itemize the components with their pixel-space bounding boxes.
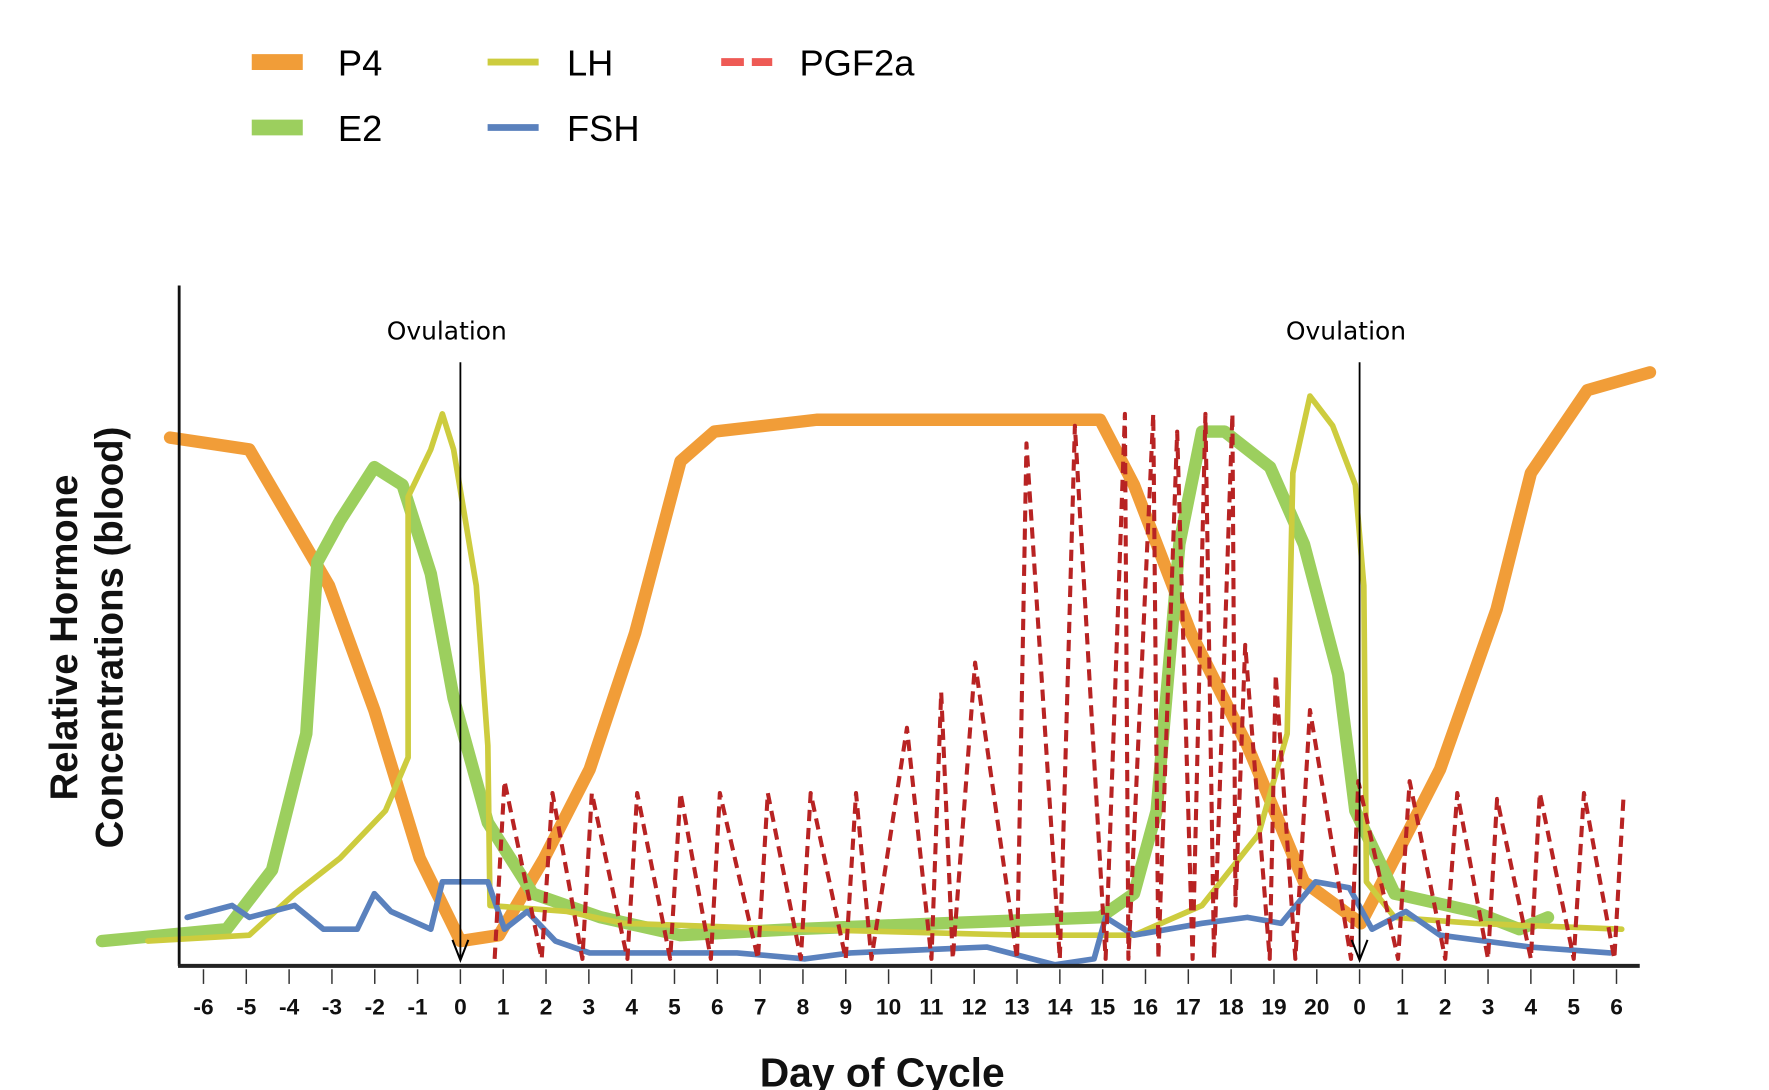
x-tick-label: 19 [1261,994,1286,1019]
x-tick-label: 3 [1482,994,1495,1019]
x-tick-label: 7 [754,994,767,1019]
series-line-p4 [163,366,1657,948]
x-tick-label: 5 [1567,994,1580,1019]
x-tick-label: 1 [1396,994,1409,1019]
x-tick-label: 17 [1176,994,1201,1019]
x-tick-label: 13 [1004,994,1029,1019]
x-tick-label: 16 [1133,994,1158,1019]
x-tick-label: 4 [1525,994,1538,1019]
x-tick-label: 12 [962,994,987,1019]
x-tick-label: -3 [322,994,342,1019]
x-tick-label: 11 [919,994,943,1019]
legend: P4 E2 LH FSH PGF2a [251,43,915,149]
x-tick-label: -5 [236,994,256,1019]
y-axis-label-line2: Concentrations (blood) [88,427,131,849]
x-tick-label: -4 [279,994,300,1019]
x-tick-label: 5 [668,994,681,1019]
plot-area [95,366,1657,968]
x-tick-label: 6 [711,994,724,1019]
y-axis-label-line1: Relative Hormone [43,475,86,801]
legend-label-lh: LH [567,43,613,84]
x-tick-label: 0 [454,994,467,1019]
ovulation-label: Ovulation [387,317,507,346]
legend-label-e2: E2 [338,108,382,149]
series-line-pgf2a [492,411,1626,961]
x-tick-label: 8 [797,994,810,1019]
x-tick-label: 2 [540,994,553,1019]
x-tick-label: 4 [625,994,638,1019]
series-line-lh [145,393,1625,944]
x-tick-label: 10 [876,994,901,1019]
x-tick-label: 20 [1304,994,1329,1019]
x-tick-label: -1 [407,994,427,1019]
x-tick-label: 3 [583,994,596,1019]
x-tick-label: 1 [497,994,510,1019]
x-tick-label: 15 [1090,994,1115,1019]
x-tick-label: 18 [1219,994,1244,1019]
x-tick-label: 9 [839,994,852,1019]
x-tick-label: 0 [1353,994,1366,1019]
annotations: Ovulation Ovulation [387,317,1406,964]
legend-label-fsh: FSH [567,108,640,149]
ovulation-label: Ovulation [1286,317,1406,346]
legend-label-p4: P4 [338,43,382,84]
arrow-head-icon [451,939,470,964]
x-tick-label: 2 [1439,994,1452,1019]
arrow-head-icon [1350,939,1369,964]
x-ticks: -6 -5 -4 -3 -2 -1 0 1 2 3 4 5 6 7 8 9 10 11 12 13 14 15 16 17 18… [193,969,1623,1019]
x-tick-label: -2 [365,994,385,1019]
legend-label-pgf2a: PGF2a [799,43,915,84]
x-tick-label: 14 [1047,994,1073,1019]
x-axis-label: Day of Cycle [760,1050,1005,1090]
x-tick-label: 6 [1610,994,1623,1019]
x-tick-label: -6 [193,994,213,1019]
